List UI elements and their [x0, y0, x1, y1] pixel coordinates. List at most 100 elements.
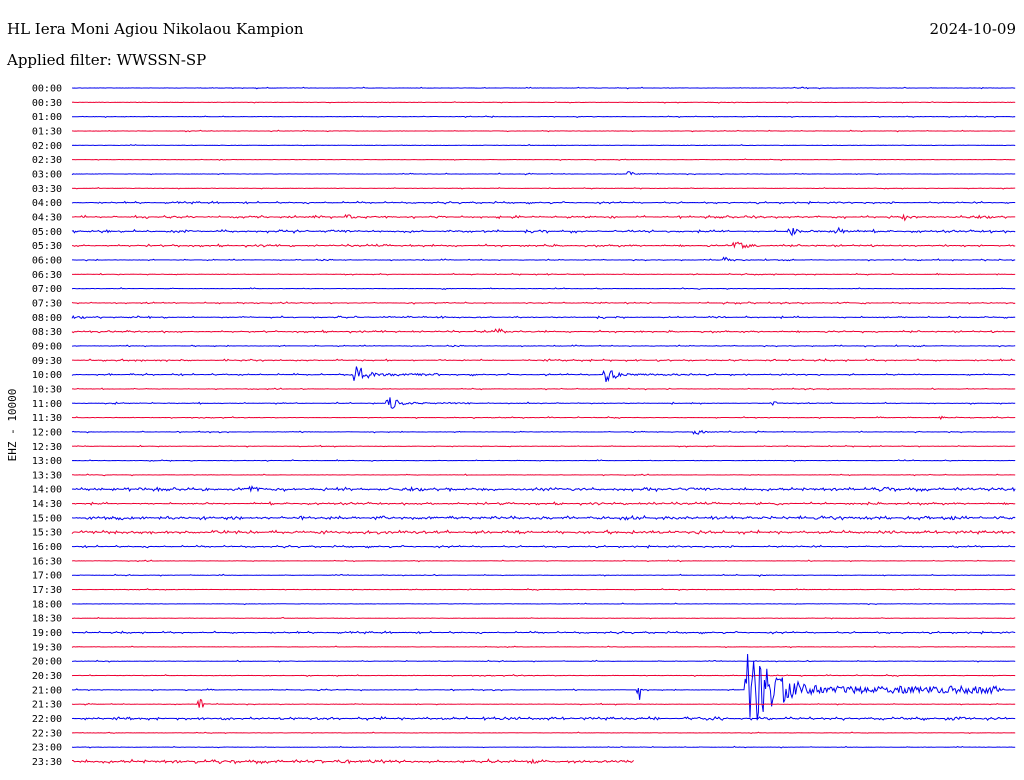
seismogram-trace [71, 501, 1016, 506]
time-label: 08:00 [32, 313, 62, 324]
time-label: 21:00 [32, 685, 62, 696]
seismogram-trace [71, 715, 1016, 722]
time-label: 07:00 [32, 284, 62, 295]
time-label: 09:30 [32, 356, 62, 367]
seismogram-trace [71, 143, 1016, 147]
time-label: 18:30 [32, 614, 62, 625]
traces [71, 86, 1016, 765]
seismogram-trace [71, 200, 1016, 205]
time-label: 10:30 [32, 384, 62, 395]
time-label: 00:00 [32, 84, 62, 95]
time-label: 18:00 [32, 599, 62, 610]
time-label: 20:00 [32, 657, 62, 668]
seismogram-trace [71, 415, 1016, 421]
seismogram-trace [71, 444, 1016, 448]
seismogram-trace [71, 129, 1016, 133]
time-label: 22:30 [32, 728, 62, 739]
time-label: 09:00 [32, 341, 62, 352]
seismogram-trace [71, 387, 1016, 391]
seismogram-trace [71, 429, 1016, 435]
time-label: 07:30 [32, 298, 62, 309]
seismogram-trace [71, 673, 1016, 678]
time-label: 02:00 [32, 141, 62, 152]
seismogram-trace [71, 698, 1016, 708]
y-axis-label-group: EHZ - 10000 [6, 389, 19, 462]
seismogram-trace [71, 529, 1016, 536]
time-label: 01:00 [32, 112, 62, 123]
seismogram-trace [71, 158, 1016, 161]
seismogram-trace [71, 588, 1016, 591]
time-label: 12:00 [32, 427, 62, 438]
filter-label: Applied filter: WWSSN-SP [7, 51, 207, 69]
seismogram-trace [71, 573, 1016, 578]
time-label: 11:30 [32, 413, 62, 424]
seismogram-trace [71, 315, 1016, 320]
time-label: 00:30 [32, 98, 62, 109]
seismogram-trace [71, 616, 1016, 620]
time-label: 17:00 [32, 571, 62, 582]
time-label: 22:00 [32, 714, 62, 725]
time-label: 03:30 [32, 184, 62, 195]
seismogram-trace [71, 186, 1016, 190]
seismogram-trace [71, 171, 1016, 176]
time-label: 11:00 [32, 399, 62, 410]
record-date: 2024-10-09 [929, 20, 1016, 38]
seismogram-trace [71, 745, 1016, 749]
time-label: 10:00 [32, 370, 62, 381]
seismogram-trace [71, 397, 1016, 409]
seismogram-trace [71, 366, 1016, 383]
time-label: 15:00 [32, 513, 62, 524]
seismogram-trace [71, 758, 634, 765]
time-label: 06:30 [32, 270, 62, 281]
seismogram-trace [71, 241, 1016, 250]
time-labels: 00:00 00:30 01:00 01:30 02:00 02:30 03:00 03:30… [32, 84, 62, 769]
seismogram-trace [71, 272, 1016, 276]
seismogram-trace [71, 473, 1016, 477]
time-label: 14:30 [32, 499, 62, 510]
seismogram-trace [71, 344, 1016, 348]
time-label: 01:30 [32, 126, 62, 137]
seismogram-trace [71, 659, 1016, 663]
time-label: 13:30 [32, 470, 62, 481]
time-label: 12:30 [32, 442, 62, 453]
seismogram-trace [71, 287, 1016, 291]
time-label: 06:00 [32, 255, 62, 266]
time-label: 20:30 [32, 671, 62, 682]
time-label: 04:00 [32, 198, 62, 209]
time-label: 04:30 [32, 212, 62, 223]
seismogram-trace [71, 485, 1016, 493]
time-label: 17:30 [32, 585, 62, 596]
seismogram-trace [71, 327, 1016, 334]
time-label: 19:30 [32, 642, 62, 653]
time-label: 03:00 [32, 169, 62, 180]
time-label: 15:30 [32, 528, 62, 539]
time-label: 14:00 [32, 485, 62, 496]
seismogram-trace [71, 630, 1016, 635]
seismogram-trace [71, 731, 1016, 735]
seismogram-trace [71, 115, 1016, 119]
seismogram-trace [71, 459, 1016, 463]
time-label: 13:00 [32, 456, 62, 467]
seismogram-trace [71, 358, 1016, 363]
seismogram-trace [71, 602, 1016, 606]
time-label: 23:30 [32, 757, 62, 768]
time-label: 21:30 [32, 700, 62, 711]
seismogram-trace [71, 86, 1016, 90]
seismogram-trace [71, 645, 1016, 649]
seismogram-trace [71, 301, 1016, 305]
station-title: HL Iera Moni Agiou Nikolaou Kampion [7, 20, 304, 38]
time-label: 23:00 [32, 743, 62, 754]
time-label: 05:30 [32, 241, 62, 252]
time-label: 08:30 [32, 327, 62, 338]
seismogram-trace [72, 213, 1016, 222]
seismogram-trace [71, 101, 1016, 104]
y-axis-label: EHZ - 10000 [6, 389, 19, 462]
time-label: 16:00 [32, 542, 62, 553]
time-label: 19:00 [32, 628, 62, 639]
time-label: 02:30 [32, 155, 62, 166]
seismogram-trace [71, 544, 1016, 549]
seismogram-trace [71, 226, 1016, 237]
time-label: 05:00 [32, 227, 62, 238]
seismogram-trace [71, 559, 1016, 563]
